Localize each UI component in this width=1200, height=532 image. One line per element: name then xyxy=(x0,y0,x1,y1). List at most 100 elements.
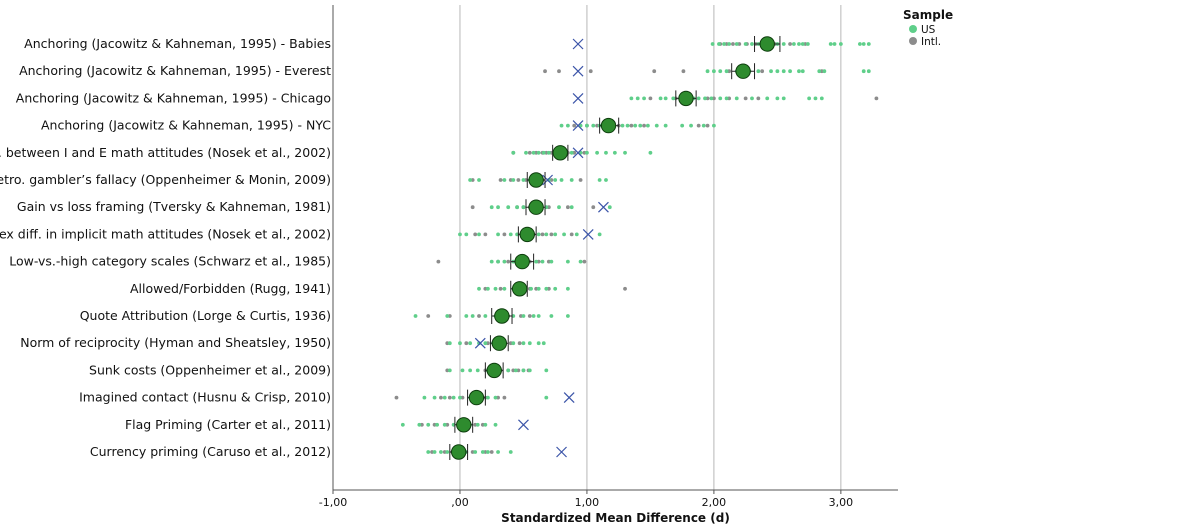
intl-sample-point xyxy=(569,232,574,237)
us-sample-point xyxy=(470,314,475,318)
row-label: Low-vs.-high category scales (Schwarz et… xyxy=(9,254,331,269)
intl-sample-point xyxy=(578,178,583,182)
intl-sample-point xyxy=(516,178,521,182)
us-sample-point xyxy=(597,178,602,182)
x-tick-label: 2,00 xyxy=(702,496,727,509)
us-sample-point xyxy=(483,314,488,318)
us-sample-point xyxy=(711,123,716,128)
intl-sample-point xyxy=(483,232,488,237)
us-sample-point xyxy=(544,395,549,400)
original-effect-stroke xyxy=(572,92,584,104)
us-sample-point xyxy=(496,259,500,264)
us-sample-point xyxy=(496,205,500,210)
mean-marker xyxy=(450,444,467,460)
row-label: Corr. between I and E math attitudes (No… xyxy=(0,145,331,160)
us-sample-point xyxy=(544,232,549,237)
us-sample-point xyxy=(549,259,554,264)
original-effect-stroke xyxy=(572,65,584,77)
original-effect-marker xyxy=(582,228,594,240)
us-sample-point xyxy=(458,395,462,400)
row-label: Quote Attribution (Lorge & Curtis, 1936) xyxy=(80,308,331,323)
intl-sample-point xyxy=(572,123,577,128)
us-sample-point xyxy=(451,395,456,400)
us-sample-point xyxy=(536,232,541,237)
us-sample-point xyxy=(493,422,498,427)
original-effect-stroke xyxy=(556,446,567,458)
us-sample-point xyxy=(511,150,516,155)
us-sample-point xyxy=(553,232,558,237)
us-sample-point xyxy=(750,96,754,101)
intl-sample-point xyxy=(439,395,443,400)
us-sample-point xyxy=(422,395,427,400)
original-effect-marker xyxy=(542,174,553,186)
us-sample-point xyxy=(442,422,447,427)
us-sample-point xyxy=(813,96,818,101)
us-sample-point xyxy=(709,96,714,101)
us-sample-point xyxy=(458,232,462,237)
us-sample-point xyxy=(629,96,634,101)
us-sample-point xyxy=(718,96,723,101)
us-sample-point xyxy=(521,368,526,373)
us-sample-point xyxy=(485,395,490,400)
original-effect-stroke xyxy=(542,174,553,186)
us-sample-point xyxy=(578,259,583,264)
intl-sample-point xyxy=(874,96,879,101)
us-sample-point xyxy=(540,259,545,264)
us-sample-point xyxy=(663,96,668,101)
intl-sample-point xyxy=(506,259,511,264)
plot-area xyxy=(394,5,879,490)
original-effect-marker xyxy=(572,38,584,50)
intl-sample-point xyxy=(743,96,748,101)
us-sample-point xyxy=(432,450,437,454)
us-sample-point xyxy=(800,69,805,74)
us-sample-point xyxy=(477,178,481,182)
original-effect-markers xyxy=(474,38,609,458)
us-sample-point xyxy=(775,69,780,74)
us-sample-point xyxy=(705,69,710,74)
us-sample-point xyxy=(559,178,564,182)
us-sample-point xyxy=(565,259,570,264)
us-sample-point xyxy=(769,69,773,74)
us-sample-point xyxy=(696,96,701,101)
legend-label: US xyxy=(921,24,936,36)
us-sample-point xyxy=(496,450,500,454)
us-sample-point xyxy=(861,42,866,46)
x-tick-label: 1,00 xyxy=(575,496,600,509)
intl-sample-point xyxy=(756,96,761,101)
us-sample-point xyxy=(557,205,561,210)
us-sample-point xyxy=(502,259,507,264)
us-sample-point xyxy=(680,123,685,128)
us-sample-point xyxy=(635,96,640,101)
us-sample-point xyxy=(565,314,570,318)
x-tick-label: 3,00 xyxy=(829,496,854,509)
us-sample-point xyxy=(489,205,494,210)
us-sample-point xyxy=(483,422,488,427)
us-sample-point xyxy=(447,368,452,373)
us-sample-point xyxy=(513,368,518,373)
row-labels: Anchoring (Jacowitz & Kahneman, 1995) - … xyxy=(0,36,331,459)
mean-marker xyxy=(468,389,485,406)
us-sample-point xyxy=(654,123,659,128)
us-sample-point xyxy=(832,42,837,46)
intl-sample-point xyxy=(394,395,399,400)
us-sample-point xyxy=(724,96,729,101)
x-tick-label: ,00 xyxy=(451,496,469,509)
us-sample-point xyxy=(866,42,871,46)
intl-sample-point xyxy=(498,286,503,291)
us-sample-point xyxy=(413,314,418,318)
us-sample-point xyxy=(743,42,748,46)
row-label: Retro. gambler’s fallacy (Oppenheimer & … xyxy=(0,172,331,187)
us-sample-point xyxy=(559,123,564,128)
us-sample-point xyxy=(612,150,617,155)
us-sample-point xyxy=(838,42,843,46)
original-effect-marker xyxy=(572,92,584,104)
us-sample-point xyxy=(620,123,625,128)
intl-sample-point xyxy=(629,123,634,128)
us-sample-point xyxy=(541,341,546,346)
us-sample-point xyxy=(565,286,570,291)
reference-lines xyxy=(459,5,842,490)
us-sample-point xyxy=(701,123,706,128)
us-sample-point xyxy=(496,232,500,237)
us-sample-point xyxy=(508,232,513,237)
us-sample-point xyxy=(529,286,533,291)
